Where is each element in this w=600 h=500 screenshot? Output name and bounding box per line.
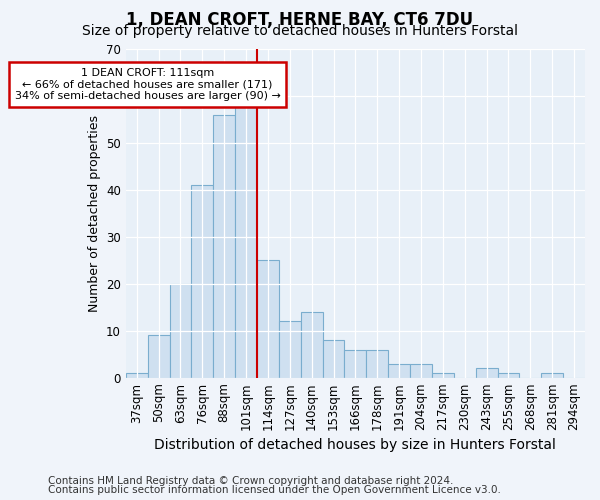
Bar — [148, 336, 170, 378]
Text: 1, DEAN CROFT, HERNE BAY, CT6 7DU: 1, DEAN CROFT, HERNE BAY, CT6 7DU — [127, 11, 473, 29]
X-axis label: Distribution of detached houses by size in Hunters Forstal: Distribution of detached houses by size … — [154, 438, 556, 452]
Bar — [191, 185, 213, 378]
Bar — [323, 340, 344, 378]
Bar — [126, 373, 148, 378]
Text: Contains HM Land Registry data © Crown copyright and database right 2024.: Contains HM Land Registry data © Crown c… — [48, 476, 454, 486]
Bar — [497, 373, 520, 378]
Bar — [301, 312, 323, 378]
Bar — [432, 373, 454, 378]
Bar — [279, 322, 301, 378]
Text: Contains public sector information licensed under the Open Government Licence v3: Contains public sector information licen… — [48, 485, 501, 495]
Bar — [170, 284, 191, 378]
Bar — [410, 364, 432, 378]
Bar — [235, 106, 257, 378]
Text: Size of property relative to detached houses in Hunters Forstal: Size of property relative to detached ho… — [82, 24, 518, 38]
Bar — [213, 114, 235, 378]
Bar — [344, 350, 367, 378]
Bar — [541, 373, 563, 378]
Text: 1 DEAN CROFT: 111sqm
← 66% of detached houses are smaller (171)
34% of semi-deta: 1 DEAN CROFT: 111sqm ← 66% of detached h… — [15, 68, 281, 101]
Bar — [388, 364, 410, 378]
Y-axis label: Number of detached properties: Number of detached properties — [88, 115, 101, 312]
Bar — [476, 368, 497, 378]
Bar — [257, 260, 279, 378]
Bar — [367, 350, 388, 378]
